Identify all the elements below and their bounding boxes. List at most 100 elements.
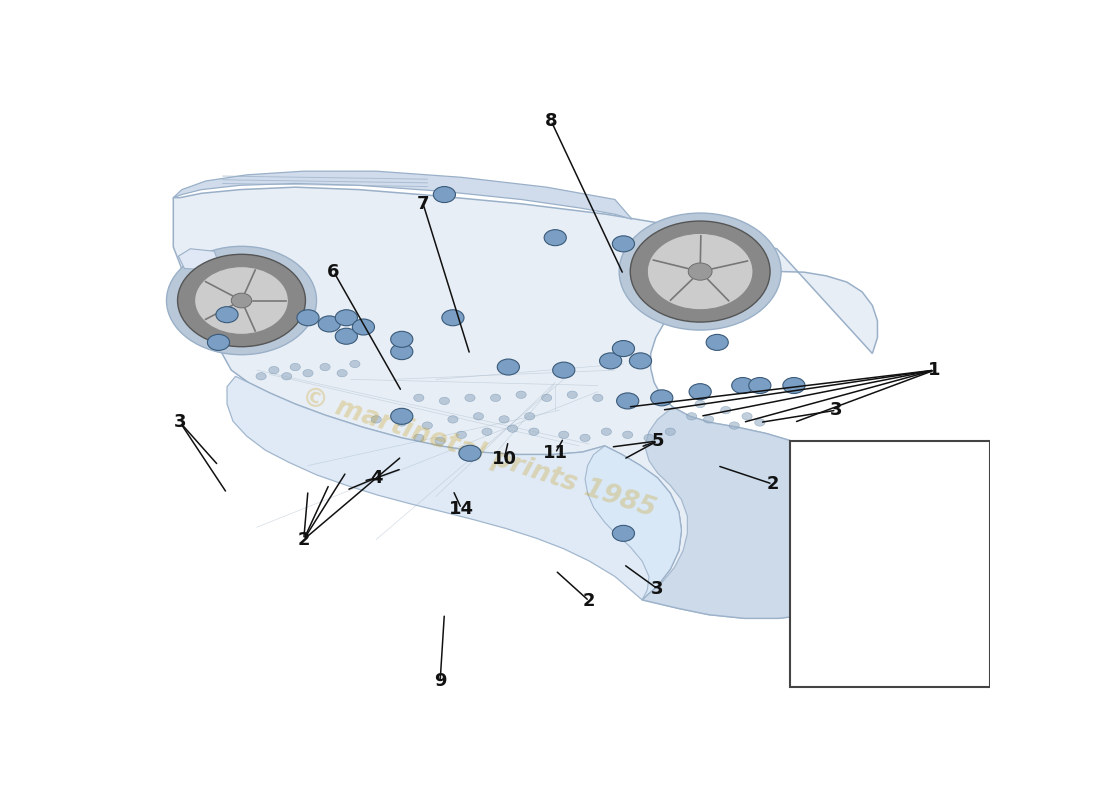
Circle shape bbox=[552, 362, 575, 378]
Circle shape bbox=[544, 230, 566, 246]
Circle shape bbox=[397, 418, 407, 426]
Circle shape bbox=[755, 418, 764, 426]
Circle shape bbox=[459, 446, 481, 462]
Circle shape bbox=[593, 394, 603, 402]
Circle shape bbox=[473, 413, 484, 420]
Circle shape bbox=[297, 310, 319, 326]
Text: 4: 4 bbox=[370, 469, 383, 487]
Circle shape bbox=[647, 234, 754, 310]
Circle shape bbox=[177, 254, 306, 346]
Text: 6: 6 bbox=[328, 262, 340, 281]
Text: 3: 3 bbox=[174, 414, 186, 431]
Circle shape bbox=[268, 366, 279, 374]
Polygon shape bbox=[174, 187, 881, 618]
Circle shape bbox=[442, 310, 464, 326]
Circle shape bbox=[623, 431, 632, 438]
Circle shape bbox=[644, 434, 654, 442]
Circle shape bbox=[414, 394, 424, 402]
Circle shape bbox=[390, 408, 412, 424]
Circle shape bbox=[499, 416, 509, 423]
Circle shape bbox=[541, 394, 552, 402]
Circle shape bbox=[741, 413, 752, 420]
Circle shape bbox=[529, 428, 539, 435]
Circle shape bbox=[613, 236, 635, 252]
Text: 1: 1 bbox=[928, 361, 940, 379]
Circle shape bbox=[482, 428, 492, 435]
Circle shape bbox=[439, 398, 450, 405]
Polygon shape bbox=[642, 407, 881, 618]
Circle shape bbox=[336, 310, 358, 326]
Text: 8: 8 bbox=[544, 112, 558, 130]
Circle shape bbox=[507, 425, 518, 432]
Text: 2: 2 bbox=[583, 592, 595, 610]
Text: 10: 10 bbox=[492, 450, 517, 469]
Polygon shape bbox=[227, 376, 681, 600]
Circle shape bbox=[448, 416, 458, 423]
Circle shape bbox=[390, 344, 412, 360]
Circle shape bbox=[302, 370, 313, 377]
Circle shape bbox=[350, 360, 360, 368]
Polygon shape bbox=[178, 249, 219, 270]
Circle shape bbox=[613, 341, 635, 357]
Circle shape bbox=[216, 306, 238, 322]
Circle shape bbox=[613, 526, 635, 542]
Text: 3: 3 bbox=[830, 401, 843, 419]
Circle shape bbox=[320, 363, 330, 370]
Circle shape bbox=[704, 416, 714, 423]
Circle shape bbox=[318, 316, 340, 332]
Circle shape bbox=[516, 391, 526, 398]
Circle shape bbox=[290, 363, 300, 370]
Circle shape bbox=[337, 370, 348, 377]
Text: 2: 2 bbox=[297, 530, 310, 549]
Circle shape bbox=[414, 434, 424, 442]
Circle shape bbox=[371, 416, 382, 423]
Circle shape bbox=[465, 394, 475, 402]
Circle shape bbox=[433, 186, 455, 202]
Text: 3: 3 bbox=[651, 580, 663, 598]
Circle shape bbox=[729, 422, 739, 430]
Circle shape bbox=[783, 378, 805, 394]
Circle shape bbox=[617, 393, 639, 409]
Circle shape bbox=[491, 394, 501, 402]
Circle shape bbox=[580, 434, 591, 442]
Circle shape bbox=[434, 438, 446, 445]
Circle shape bbox=[195, 266, 288, 334]
Circle shape bbox=[629, 353, 651, 369]
Polygon shape bbox=[585, 446, 681, 600]
FancyBboxPatch shape bbox=[790, 441, 990, 687]
Circle shape bbox=[525, 413, 535, 420]
Text: 7: 7 bbox=[417, 195, 429, 213]
Circle shape bbox=[166, 246, 317, 354]
Circle shape bbox=[282, 373, 292, 380]
Text: 2: 2 bbox=[767, 475, 779, 493]
Circle shape bbox=[706, 334, 728, 350]
Text: © martinetal prints 1985: © martinetal prints 1985 bbox=[298, 383, 659, 523]
Circle shape bbox=[630, 221, 770, 322]
Circle shape bbox=[456, 431, 466, 438]
Circle shape bbox=[651, 390, 673, 406]
Circle shape bbox=[390, 331, 412, 347]
Text: 11: 11 bbox=[542, 444, 568, 462]
Circle shape bbox=[568, 391, 578, 398]
Text: 9: 9 bbox=[433, 672, 447, 690]
Circle shape bbox=[231, 293, 252, 308]
Circle shape bbox=[619, 213, 781, 330]
Circle shape bbox=[208, 334, 230, 350]
Polygon shape bbox=[174, 171, 631, 219]
Circle shape bbox=[666, 428, 675, 435]
Circle shape bbox=[695, 400, 705, 408]
Text: 5: 5 bbox=[651, 432, 663, 450]
Circle shape bbox=[422, 422, 432, 430]
Circle shape bbox=[600, 353, 621, 369]
Circle shape bbox=[732, 378, 754, 394]
Circle shape bbox=[720, 406, 730, 414]
Circle shape bbox=[689, 263, 712, 280]
Circle shape bbox=[352, 319, 374, 335]
Circle shape bbox=[686, 413, 696, 420]
Circle shape bbox=[559, 431, 569, 438]
Circle shape bbox=[602, 428, 612, 435]
Circle shape bbox=[336, 328, 358, 344]
Text: 14: 14 bbox=[449, 500, 474, 518]
Circle shape bbox=[497, 359, 519, 375]
Circle shape bbox=[689, 384, 712, 400]
